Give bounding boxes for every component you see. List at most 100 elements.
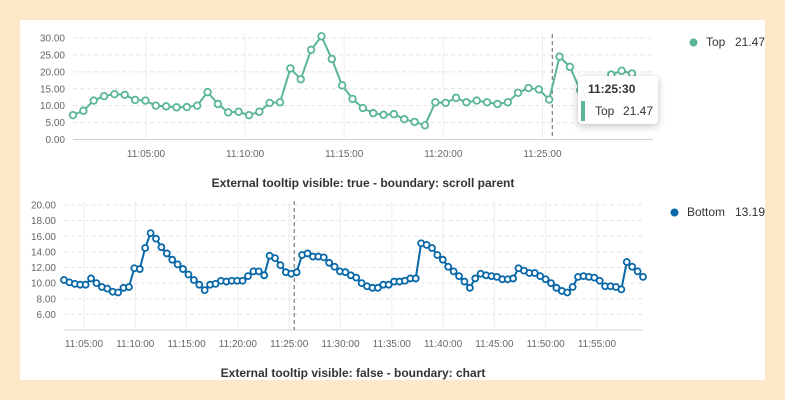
data-point[interactable]	[200, 286, 209, 295]
data-point[interactable]	[141, 96, 150, 105]
data-point[interactable]	[234, 107, 243, 116]
data-point[interactable]	[330, 262, 339, 271]
data-point[interactable]	[303, 249, 312, 258]
data-point[interactable]	[536, 272, 545, 280]
data-point[interactable]	[306, 45, 316, 55]
data-point[interactable]	[337, 81, 347, 90]
data-point[interactable]	[203, 87, 212, 97]
data-point[interactable]	[103, 284, 112, 293]
data-point[interactable]	[292, 268, 301, 277]
data-point[interactable]	[524, 83, 533, 93]
data-point[interactable]	[617, 66, 626, 76]
data-point[interactable]	[451, 93, 461, 103]
data-point[interactable]	[628, 262, 637, 271]
series-line[interactable]	[72, 35, 633, 127]
data-point[interactable]	[87, 274, 95, 283]
top-chart-legend[interactable]: Top 21.47	[689, 35, 766, 49]
data-point[interactable]	[449, 267, 458, 276]
data-point[interactable]	[472, 96, 481, 105]
data-point[interactable]	[211, 280, 220, 288]
data-point[interactable]	[173, 260, 182, 269]
data-point[interactable]	[168, 255, 177, 264]
data-point[interactable]	[431, 98, 440, 107]
data-point[interactable]	[265, 98, 274, 108]
data-point[interactable]	[410, 117, 419, 127]
data-point[interactable]	[639, 272, 647, 281]
data-point[interactable]	[565, 62, 575, 72]
data-point[interactable]	[275, 98, 285, 107]
data-point[interactable]	[79, 106, 88, 115]
data-point[interactable]	[460, 277, 469, 286]
data-point[interactable]	[224, 108, 233, 117]
data-point[interactable]	[544, 95, 554, 104]
data-point[interactable]	[547, 279, 555, 288]
data-point[interactable]	[411, 274, 420, 283]
data-point[interactable]	[530, 269, 539, 277]
data-point[interactable]	[348, 94, 357, 104]
data-point[interactable]	[296, 75, 305, 84]
data-point[interactable]	[110, 89, 119, 99]
data-point[interactable]	[172, 103, 181, 112]
top-chart-series[interactable]	[68, 32, 637, 130]
data-point[interactable]	[590, 273, 599, 282]
data-point[interactable]	[428, 244, 436, 252]
data-point[interactable]	[595, 276, 604, 285]
data-point[interactable]	[534, 85, 544, 94]
data-point[interactable]	[213, 99, 223, 109]
data-point[interactable]	[260, 271, 269, 280]
data-point[interactable]	[161, 102, 171, 111]
data-point[interactable]	[369, 108, 378, 118]
data-point[interactable]	[633, 267, 642, 276]
data-point[interactable]	[552, 283, 561, 292]
data-point[interactable]	[462, 98, 471, 107]
data-point[interactable]	[555, 52, 564, 61]
data-point[interactable]	[276, 261, 285, 270]
data-point[interactable]	[255, 107, 264, 116]
data-point[interactable]	[420, 121, 430, 130]
data-point[interactable]	[189, 276, 198, 284]
data-point[interactable]	[455, 272, 463, 280]
data-point[interactable]	[152, 234, 160, 243]
data-point[interactable]	[157, 243, 166, 252]
data-point[interactable]	[441, 98, 450, 108]
data-point[interactable]	[193, 101, 202, 110]
bottom-chart-legend[interactable]: Bottom 13.19	[670, 205, 766, 219]
data-point[interactable]	[422, 240, 431, 249]
data-point[interactable]	[125, 283, 133, 291]
data-point[interactable]	[130, 95, 140, 105]
data-point[interactable]	[238, 276, 247, 285]
data-point[interactable]	[135, 265, 144, 273]
data-point[interactable]	[541, 275, 550, 284]
data-point[interactable]	[379, 110, 388, 120]
data-point[interactable]	[513, 88, 523, 98]
data-point[interactable]	[89, 96, 98, 105]
data-point[interactable]	[162, 249, 171, 258]
data-point[interactable]	[120, 90, 129, 100]
data-point[interactable]	[254, 267, 263, 276]
data-point[interactable]	[317, 32, 326, 41]
data-point[interactable]	[389, 109, 399, 119]
data-point[interactable]	[68, 110, 78, 120]
data-point[interactable]	[92, 279, 101, 288]
data-point[interactable]	[184, 270, 193, 279]
data-point[interactable]	[151, 101, 161, 110]
data-point[interactable]	[179, 265, 187, 273]
data-point[interactable]	[493, 99, 502, 109]
data-point[interactable]	[400, 114, 409, 124]
data-point[interactable]	[99, 91, 109, 101]
data-point[interactable]	[509, 274, 518, 283]
data-point[interactable]	[358, 103, 368, 113]
data-point[interactable]	[471, 274, 480, 283]
data-point[interactable]	[114, 288, 123, 297]
data-point[interactable]	[286, 64, 295, 73]
data-point[interactable]	[622, 258, 631, 266]
data-point[interactable]	[81, 280, 90, 289]
data-point[interactable]	[182, 102, 192, 112]
data-point[interactable]	[327, 54, 336, 64]
data-point[interactable]	[352, 273, 361, 282]
data-point[interactable]	[195, 280, 204, 289]
data-point[interactable]	[341, 268, 350, 277]
data-point[interactable]	[384, 280, 393, 289]
data-point[interactable]	[503, 98, 512, 107]
data-point[interactable]	[482, 98, 492, 107]
